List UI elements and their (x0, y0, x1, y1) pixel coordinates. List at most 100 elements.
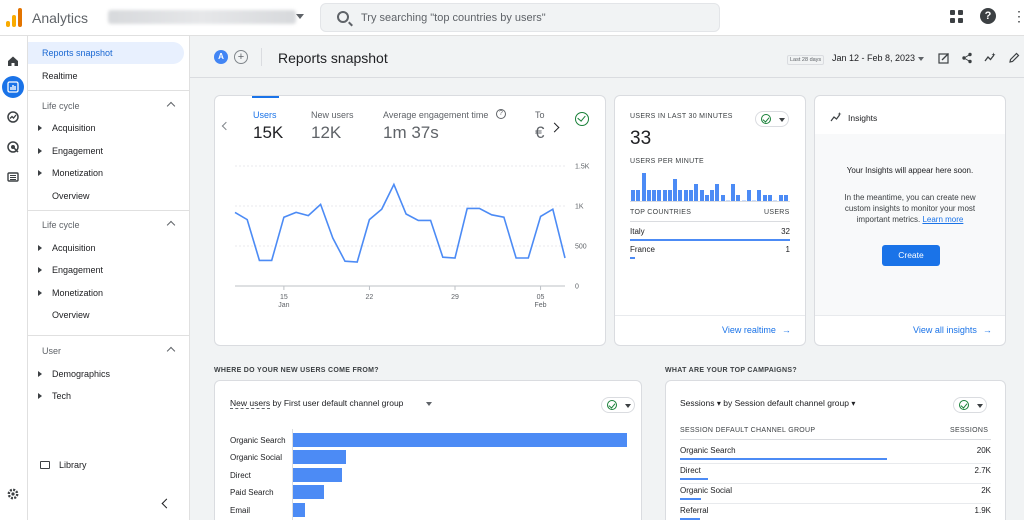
check-circle-icon[interactable] (575, 112, 589, 126)
comparison-avatar[interactable]: A (214, 50, 228, 64)
chevron-down-icon[interactable] (918, 57, 924, 61)
realtime-card: USERS IN LAST 30 MINUTES 33 USERS PER MI… (614, 95, 806, 346)
sessions-share-bar (680, 518, 700, 520)
help-icon[interactable]: ? (496, 109, 506, 119)
minute-bar (636, 189, 641, 201)
sidebar-item-library[interactable]: Library (40, 460, 87, 470)
table-row[interactable]: Organic Search 20K (680, 446, 991, 466)
minute-bar (673, 178, 678, 201)
minute-bar (710, 189, 714, 201)
view-all-insights-link[interactable]: View all insights → (913, 325, 992, 335)
analytics-logo-icon[interactable] (6, 7, 22, 27)
left-rail (0, 36, 28, 520)
gear-icon[interactable] (2, 483, 24, 505)
section-title-life-cycle[interactable]: Life cycle (42, 101, 80, 111)
realtime-title: USERS IN LAST 30 MINUTES (630, 113, 733, 120)
metric-tab-engagement-value[interactable]: 1m 37s (383, 123, 439, 142)
table-row[interactable]: Direct 2.7K (680, 466, 991, 486)
chevron-down-icon[interactable] (426, 402, 432, 406)
minute-bar (662, 189, 667, 201)
campaigns-options-dropdown[interactable] (953, 397, 987, 413)
sessions-column-header: SESSIONS (950, 427, 989, 434)
learn-more-link[interactable]: Learn more (922, 215, 964, 224)
divider (28, 335, 190, 336)
customize-report-icon[interactable] (938, 52, 950, 64)
metric-tab-users-value[interactable]: 15K (253, 123, 284, 142)
insights-icon (830, 112, 842, 122)
chevron-down-icon[interactable] (296, 14, 304, 19)
folder-icon (40, 461, 50, 469)
divider (680, 483, 991, 484)
metric-selector[interactable]: New users (230, 398, 271, 409)
insights-sparkle-icon[interactable] (984, 52, 996, 64)
campaigns-dimension-selector[interactable]: Sessions ▾ by Session default channel gr… (680, 398, 855, 408)
minute-bar (678, 189, 683, 201)
y-tick-label: 1.5K (575, 164, 590, 171)
edit-pencil-icon[interactable] (1008, 52, 1020, 64)
dimension-selector[interactable]: by Session default channel group (723, 398, 849, 408)
create-insight-button[interactable]: Create (882, 245, 940, 266)
chevron-up-icon[interactable] (166, 346, 176, 356)
divider (28, 90, 190, 91)
bar-label: Paid Search (230, 488, 274, 498)
caret-right-icon (38, 125, 42, 131)
table-row[interactable]: Organic Social 2K (680, 486, 991, 506)
collapse-sidebar-icon[interactable] (161, 498, 172, 509)
check-circle-icon (761, 114, 771, 124)
more-vert-icon[interactable]: ⋮ (1012, 8, 1024, 24)
x-tick-sublabel: Jan (278, 302, 289, 309)
realtime-options-dropdown[interactable] (755, 111, 789, 127)
list-icon[interactable] (2, 166, 24, 188)
view-realtime-link[interactable]: View realtime → (722, 325, 791, 335)
sessions-value: 20K (976, 446, 991, 455)
metric-tab-new-users-value[interactable]: 12K (311, 123, 342, 142)
minute-bar (657, 189, 662, 201)
x-tick-label: 22 (366, 294, 374, 301)
sidebar: Reports snapshot Realtime Life cycle Acq… (28, 36, 190, 520)
caret-right-icon (38, 267, 42, 273)
chevron-down-icon (779, 118, 785, 122)
metric-tab-revenue-label[interactable]: To (535, 110, 545, 120)
chevron-left-icon[interactable] (221, 121, 231, 131)
section-title-life-cycle-2[interactable]: Life cycle (42, 220, 80, 230)
advertising-icon[interactable] (2, 136, 24, 158)
app-name: Analytics (32, 10, 89, 26)
metric-tab-engagement-label[interactable]: Average engagement time (383, 110, 489, 120)
metric-tab-users-label[interactable]: Users (253, 110, 277, 120)
sidebar-item-reports-snapshot[interactable]: Reports snapshot (28, 42, 184, 64)
chevron-up-icon[interactable] (166, 101, 176, 111)
divider (615, 315, 805, 316)
share-icon[interactable] (961, 52, 973, 64)
chevron-down-icon[interactable]: ▾ (716, 399, 721, 408)
metric-tab-revenue-value[interactable]: € (535, 123, 545, 142)
table-row[interactable]: Referral 1.9K (680, 506, 991, 520)
new-users-options-dropdown[interactable] (601, 397, 635, 413)
apps-grid-icon[interactable] (950, 9, 964, 24)
account-selector[interactable] (108, 10, 296, 24)
chevron-up-icon[interactable] (166, 220, 176, 230)
search-placeholder: Try searching "top countries by users" (361, 12, 546, 24)
metric-selector[interactable]: Sessions (680, 398, 715, 408)
section-title-user[interactable]: User (42, 346, 62, 356)
users-per-minute-chart (631, 171, 789, 201)
help-icon[interactable]: ? (980, 8, 996, 24)
channel-bar (292, 502, 306, 517)
divider (680, 439, 991, 440)
minute-bar (752, 200, 757, 201)
users-header: USERS (764, 209, 790, 216)
chevron-right-icon[interactable] (549, 122, 560, 133)
new-users-dimension-selector[interactable]: New users by First user default channel … (230, 398, 404, 409)
add-comparison-button[interactable]: + (234, 50, 248, 64)
sessions-value: 2K (981, 486, 991, 495)
new-users-bar-chart: Organic Search Organic Social Direct Paid S… (215, 429, 643, 520)
metric-tab-new-users-label[interactable]: New users (311, 110, 354, 120)
explore-icon[interactable] (2, 106, 24, 128)
home-icon[interactable] (2, 50, 24, 72)
reports-icon[interactable] (2, 76, 24, 98)
chevron-down-icon[interactable]: ▾ (851, 399, 856, 408)
date-range-picker[interactable]: Jan 12 - Feb 8, 2023 (832, 53, 916, 63)
search-input[interactable]: Try searching "top countries by users" (320, 3, 720, 32)
dimension-selector[interactable]: by First user default channel group (272, 398, 404, 408)
minute-bar (646, 189, 651, 201)
sidebar-item-realtime[interactable]: Realtime (42, 71, 78, 81)
